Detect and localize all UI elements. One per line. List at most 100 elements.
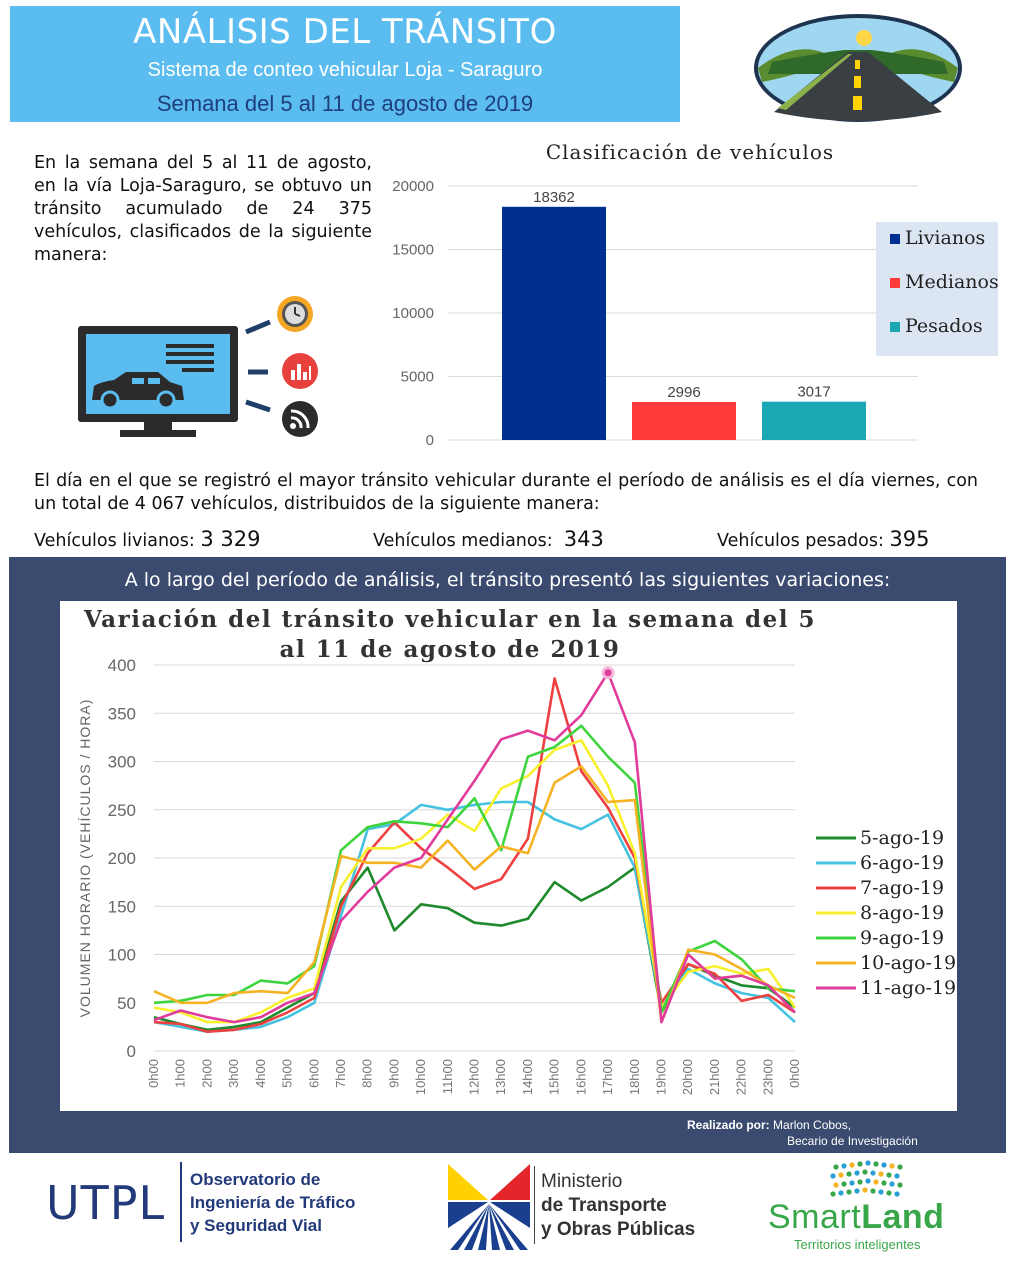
logo-dot	[865, 1178, 871, 1184]
series-line-10-ago-19	[153, 765, 796, 1024]
medianos-value: 343	[563, 527, 604, 551]
obs-line-1: Observatorio de	[190, 1170, 321, 1189]
series-line-8-ago-19	[153, 739, 797, 1024]
line-x-tick-label: 1h00	[173, 1059, 188, 1088]
line-y-tick-label: 350	[108, 704, 136, 723]
medianos-label: Vehículos medianos:	[373, 531, 553, 551]
line-x-tick-label: 23h00	[760, 1059, 775, 1095]
logo-dot	[886, 1190, 892, 1196]
logo-dot	[849, 1162, 855, 1168]
bar-pesados	[762, 401, 866, 440]
line-x-tick-label: 11h00	[440, 1059, 455, 1094]
line-x-tick-label: 17h00	[600, 1059, 615, 1095]
land-text: Land	[861, 1198, 945, 1236]
bar-legend-swatch	[890, 234, 900, 244]
logo-dot	[857, 1179, 863, 1185]
logo-dot	[833, 1164, 839, 1170]
logo-dot	[870, 1170, 876, 1176]
line-x-tick-label: 15h00	[547, 1059, 562, 1095]
bar-livianos	[502, 206, 606, 440]
mtop-name: Ministerio de Transporte y Obras Pública…	[541, 1170, 695, 1242]
credit-line: Realizado por: Marlon Cobos,	[687, 1118, 851, 1132]
bar-y-tick-label: 0	[426, 432, 434, 449]
line-x-tick-label: 5h00	[280, 1059, 295, 1088]
line-y-axis-label: VOLUMEN HORARIO (VEHÍCULOS / HORA)	[77, 699, 93, 1018]
line-x-tick-label: 0h00	[146, 1059, 161, 1088]
line-legend-label: 7-ago-19	[860, 877, 944, 899]
logo-dot	[865, 1160, 871, 1166]
line-chart: 0 50 100 150 200 250 300 350 400 0h00 1h00 2h00 3h00…	[77, 656, 956, 1095]
mtop-divider	[534, 1166, 535, 1244]
pesados-summary: Vehículos pesados: 395	[717, 527, 930, 551]
bar-y-tick-label: 20000	[392, 178, 434, 195]
logo-dot	[841, 1163, 847, 1169]
line-x-tick-label: 10h00	[413, 1059, 428, 1095]
series-line-6-ago-19	[153, 800, 796, 1034]
logo-dot	[873, 1179, 879, 1185]
bar-legend-label: Pesados	[905, 315, 983, 337]
obs-line-3: y Seguridad Vial	[190, 1216, 322, 1235]
line-legend-label: 6-ago-19	[860, 852, 944, 874]
line-x-tick-label: 0h00	[787, 1059, 802, 1088]
week-label: Semana del 5 al 11 de agosto de 2019	[156, 91, 534, 116]
livianos-label: Vehículos livianos:	[34, 531, 195, 551]
peak-marker	[601, 666, 615, 680]
line-legend-label: 8-ago-19	[860, 902, 944, 924]
line-y-tick-label: 250	[108, 801, 136, 820]
line-y-tick-label: 0	[127, 1042, 136, 1061]
bar-data-label: 2996	[667, 384, 700, 401]
line-legend-label: 11-ago-19	[860, 977, 956, 999]
series-line-7-ago-19	[153, 677, 796, 1034]
logo-dot	[897, 1182, 903, 1188]
obs-line-2: Ingeniería de Tráfico	[190, 1193, 356, 1212]
logo-dot	[862, 1169, 868, 1175]
line-y-tick-label: 200	[108, 849, 136, 868]
logo-dot	[838, 1190, 844, 1196]
line-x-tick-label: 3h00	[226, 1059, 241, 1088]
utpl-logo-text: UTPL	[46, 1176, 166, 1230]
clock-icon	[277, 296, 313, 332]
line-chart-title-line2: al 11 de agosto de 2019	[279, 636, 621, 663]
series-line-11-ago-19	[153, 671, 796, 1024]
logo-dot	[841, 1181, 847, 1187]
pesados-label: Vehículos pesados:	[717, 531, 884, 551]
signal-icon	[282, 401, 318, 437]
logo-dot	[857, 1161, 863, 1167]
line-x-tick-label: 20h00	[680, 1059, 695, 1095]
bar-y-tick-label: 5000	[401, 369, 434, 386]
line-y-tick-label: 150	[108, 897, 136, 916]
line-x-tick-label: 12h00	[467, 1059, 482, 1095]
day-summary-paragraph: El día en el que se registró el mayor tr…	[34, 471, 978, 514]
line-y-tick-label: 100	[108, 946, 136, 965]
road-illustration	[754, 14, 962, 122]
line-x-tick-label: 13h00	[493, 1059, 508, 1095]
bar-y-tick-label: 10000	[392, 305, 434, 322]
line-x-tick-label: 7h00	[333, 1059, 348, 1088]
header-banner: ANÁLISIS DEL TRÁNSITO Sistema de conteo …	[10, 6, 680, 122]
credit-role: Becario de Investigación	[787, 1134, 918, 1148]
smartland-tagline: Territorios inteligentes	[794, 1237, 921, 1252]
bar-legend-swatch	[890, 322, 900, 332]
variation-panel: A lo largo del período de análisis, el t…	[9, 557, 1006, 1153]
logo-dot	[878, 1189, 884, 1195]
bar-data-label: 18362	[533, 189, 575, 206]
logo-dot	[846, 1189, 852, 1195]
logo-dot	[894, 1173, 900, 1179]
line-legend-label: 5-ago-19	[860, 827, 944, 849]
bar-legend-label: Medianos	[905, 271, 999, 293]
mtop-logo-icon	[448, 1164, 530, 1250]
monitor-illustration	[78, 319, 271, 437]
logo-dot	[894, 1191, 900, 1197]
line-x-tick-label: 22h00	[734, 1059, 749, 1095]
page-subtitle: Sistema de conteo vehicular Loja - Sarag…	[147, 59, 543, 81]
logo-dot	[870, 1188, 876, 1194]
livianos-summary: Vehículos livianos: 3 329	[34, 527, 260, 551]
line-x-tick-label: 4h00	[253, 1059, 268, 1088]
line-y-tick-label: 50	[117, 994, 136, 1013]
logo-dot	[854, 1188, 860, 1194]
logo-dot	[833, 1182, 839, 1188]
panel-heading: A lo largo del período de análisis, el t…	[124, 569, 891, 591]
logo-dot	[838, 1172, 844, 1178]
line-x-tick-label: 18h00	[627, 1059, 642, 1095]
bar-legend-label: Livianos	[905, 227, 985, 249]
